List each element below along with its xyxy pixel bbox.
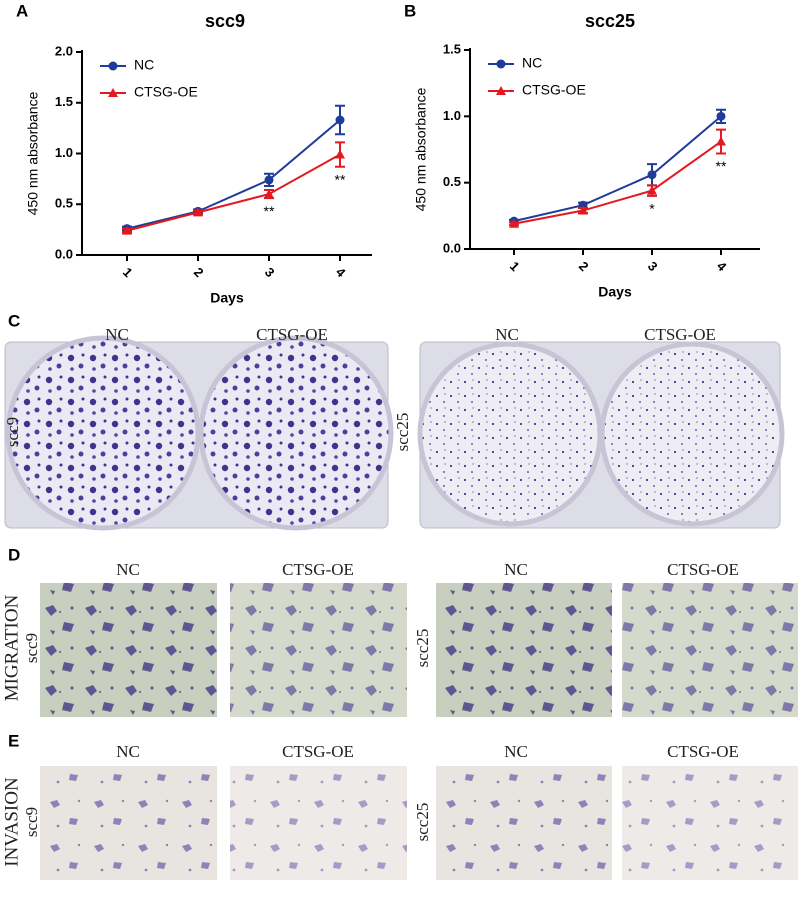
invasion-image xyxy=(622,766,798,880)
y-tick-label: 0.0 xyxy=(443,240,461,255)
migration-image xyxy=(230,583,407,717)
marker xyxy=(716,111,726,121)
row-label: scc25 xyxy=(413,803,432,842)
y-tick-label: 1.0 xyxy=(55,145,73,160)
column-label: NC xyxy=(105,325,129,344)
invasion-image xyxy=(230,766,407,880)
column-label: NC xyxy=(504,560,528,579)
row-label: scc9 xyxy=(3,417,22,447)
legend-label: NC xyxy=(522,55,542,71)
legend-marker xyxy=(496,59,506,69)
x-axis-label: Days xyxy=(210,290,244,306)
column-label: NC xyxy=(116,742,140,761)
assay-label: MIGRATION xyxy=(1,594,22,701)
x-axis-label: Days xyxy=(598,284,632,300)
migration-image xyxy=(622,583,798,717)
column-label: CTSG-OE xyxy=(282,560,354,579)
panel-label: C xyxy=(8,311,20,330)
column-label: CTSG-OE xyxy=(256,325,328,344)
panel-label: A xyxy=(16,1,28,20)
colony-well xyxy=(198,335,394,531)
chart-title: scc9 xyxy=(205,11,245,31)
x-tick-label: 1 xyxy=(507,258,523,274)
x-tick-label: 4 xyxy=(714,258,730,274)
chart-title: scc25 xyxy=(585,11,635,31)
significance-label: ** xyxy=(335,171,346,187)
column-label: NC xyxy=(116,560,140,579)
assay-label: INVASION xyxy=(1,777,22,867)
x-tick-label: 3 xyxy=(645,258,661,274)
y-axis-label: 450 nm absorbance xyxy=(25,91,41,215)
marker xyxy=(335,149,345,159)
x-tick-label: 1 xyxy=(120,264,136,280)
marker xyxy=(264,189,274,199)
marker xyxy=(264,175,274,185)
y-tick-label: 0.5 xyxy=(443,174,461,189)
migration-image xyxy=(436,583,612,717)
row-label: scc25 xyxy=(413,629,432,668)
marker xyxy=(647,170,657,180)
significance-label: * xyxy=(649,201,655,217)
legend-marker xyxy=(108,61,118,71)
row-label: scc25 xyxy=(393,413,412,452)
significance-label: ** xyxy=(264,203,275,219)
x-tick-label: 4 xyxy=(333,264,349,280)
legend-label: CTSG-OE xyxy=(522,82,586,98)
legend-label: CTSG-OE xyxy=(134,84,198,100)
x-tick-label: 3 xyxy=(262,264,278,280)
series-line xyxy=(126,119,341,230)
x-tick-label: 2 xyxy=(191,264,207,280)
marker xyxy=(193,207,203,217)
y-tick-label: 2.0 xyxy=(55,43,73,58)
colony-well xyxy=(5,335,201,531)
row-label: scc9 xyxy=(22,807,41,837)
y-tick-label: 0.0 xyxy=(55,246,73,261)
column-label: CTSG-OE xyxy=(667,560,739,579)
marker xyxy=(122,225,132,235)
colony-well xyxy=(599,341,785,527)
y-tick-label: 1.5 xyxy=(443,41,461,56)
series-line xyxy=(126,153,341,232)
migration-image xyxy=(40,583,217,717)
marker xyxy=(647,185,657,195)
column-label: CTSG-OE xyxy=(644,325,716,344)
legend-label: NC xyxy=(134,57,154,73)
column-label: CTSG-OE xyxy=(282,742,354,761)
panel-label: E xyxy=(8,731,19,750)
y-tick-label: 1.5 xyxy=(55,94,73,109)
x-tick-label: 2 xyxy=(576,258,592,274)
marker xyxy=(509,218,519,228)
row-label: scc9 xyxy=(22,633,41,663)
colony-well xyxy=(417,341,603,527)
y-axis-label: 450 nm absorbance xyxy=(413,87,429,211)
marker xyxy=(578,205,588,215)
column-label: CTSG-OE xyxy=(667,742,739,761)
axis xyxy=(81,50,372,256)
marker xyxy=(716,136,726,146)
series-line xyxy=(513,115,722,223)
legend-marker xyxy=(496,86,506,95)
marker xyxy=(335,115,345,125)
series-line xyxy=(513,140,722,225)
panel-label: B xyxy=(404,1,416,20)
y-tick-label: 0.5 xyxy=(55,196,73,211)
legend-marker xyxy=(108,88,118,97)
y-tick-label: 1.0 xyxy=(443,108,461,123)
invasion-image xyxy=(436,766,612,880)
column-label: NC xyxy=(504,742,528,761)
column-label: NC xyxy=(495,325,519,344)
panel-label: D xyxy=(8,545,20,564)
invasion-image xyxy=(40,766,217,880)
significance-label: ** xyxy=(716,158,727,174)
